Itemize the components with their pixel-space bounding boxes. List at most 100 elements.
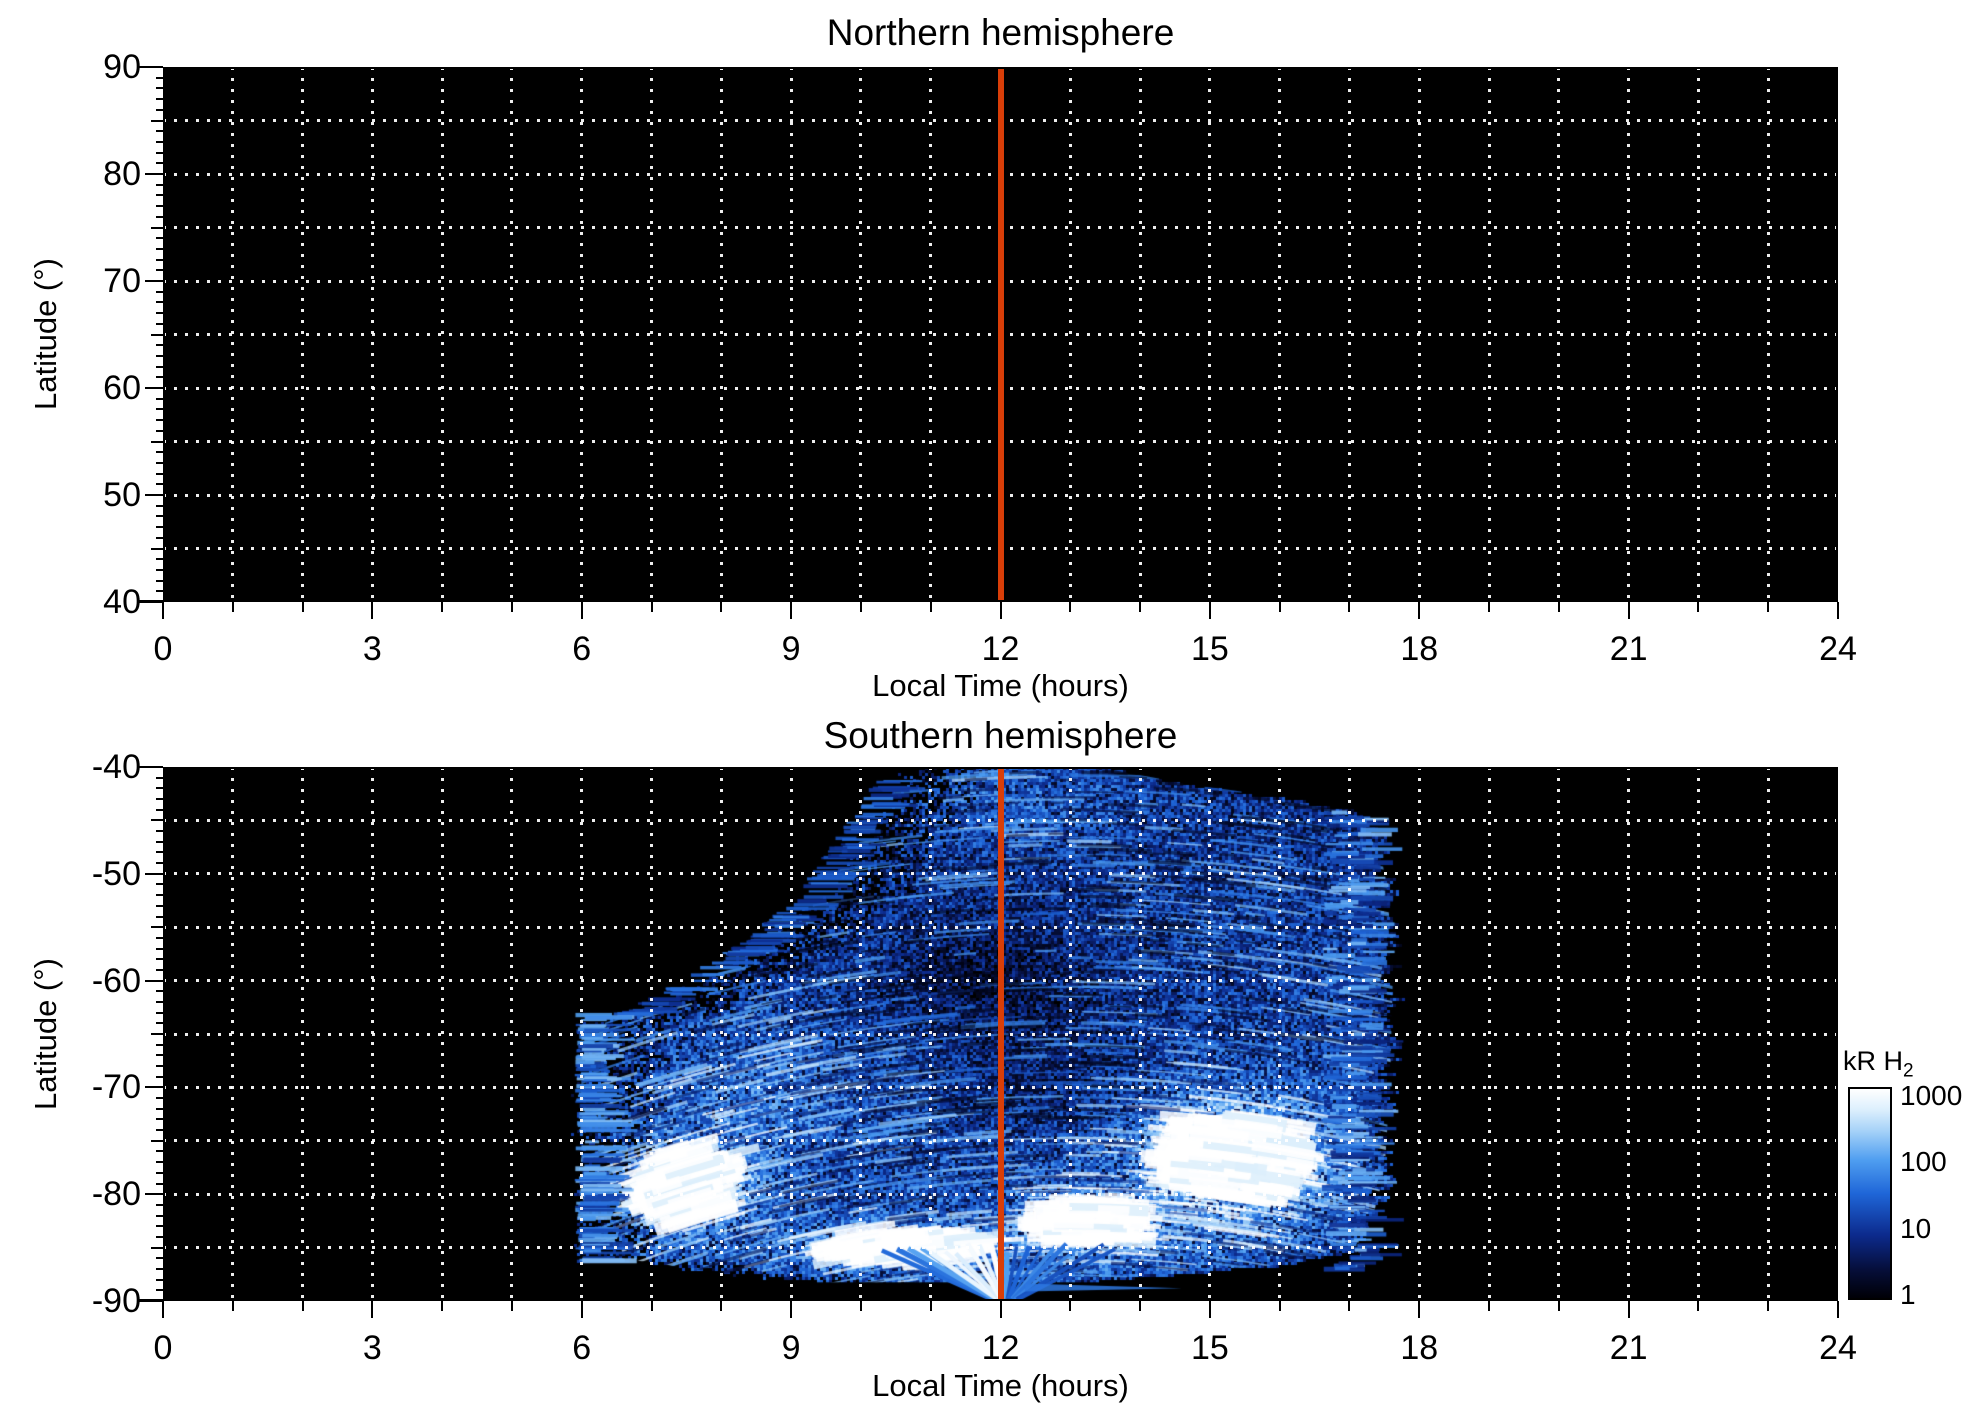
colorbar-tick-label: 1 [1900, 1279, 1916, 1310]
x-axis-tick [162, 1301, 164, 1318]
y-axis-tick [156, 990, 163, 993]
y-axis-tick [156, 408, 163, 411]
x-tick-label: 0 [153, 630, 173, 668]
x-axis-tick [999, 1301, 1002, 1318]
y-axis-tick [139, 1300, 163, 1302]
x-tick-label: 12 [981, 630, 1020, 668]
x-axis-tick [859, 602, 862, 612]
y-axis-tick [156, 258, 163, 261]
y-axis-tick [156, 344, 163, 347]
y-axis-tick [156, 1161, 163, 1164]
north-title: Northern hemisphere [826, 12, 1175, 53]
y-axis-tick [151, 333, 163, 336]
y-tick-label: 50 [103, 476, 141, 514]
y-axis-tick [156, 798, 163, 801]
x-axis-tick [162, 602, 164, 619]
y-tick-label: -70 [91, 1068, 141, 1107]
x-axis-tick [1557, 602, 1560, 612]
y-axis-tick [156, 194, 163, 197]
y-axis-tick [139, 766, 163, 768]
south-plot-area [163, 767, 1838, 1301]
x-axis-tick [1697, 1301, 1700, 1311]
x-tick-label: 6 [572, 630, 592, 668]
y-axis-tick [156, 883, 163, 886]
x-axis-tick [1767, 1301, 1770, 1311]
y-axis-tick [145, 173, 163, 175]
x-axis-tick [1627, 602, 1630, 619]
x-axis-tick [1278, 602, 1281, 612]
y-axis-tick [156, 1182, 163, 1185]
x-tick-label: 3 [362, 630, 382, 668]
y-axis-tick [156, 536, 163, 539]
y-axis-tick [156, 808, 163, 811]
y-tick-label: -50 [91, 854, 141, 893]
x-tick-label: 21 [1609, 630, 1648, 668]
x-axis-tick [1139, 602, 1142, 612]
colorbar-title-text: kR H [1843, 1046, 1903, 1076]
y-axis-tick [156, 151, 163, 154]
x-axis-tick [441, 1301, 444, 1311]
x-tick-label: 24 [1819, 1329, 1857, 1367]
y-axis-tick [145, 280, 163, 282]
y-axis-tick [151, 1033, 163, 1035]
y-axis-tick [156, 301, 163, 304]
y-axis-tick [151, 1139, 163, 1142]
x-axis-tick [720, 1301, 723, 1311]
y-axis-tick [156, 1267, 163, 1270]
x-axis-tick [929, 1301, 932, 1311]
y-axis-tick [156, 98, 163, 101]
y-axis-tick [156, 397, 163, 400]
x-tick-label: 15 [1190, 1329, 1229, 1367]
y-axis-tick [156, 590, 163, 593]
y-axis-tick [156, 1257, 163, 1260]
y-axis-tick [156, 461, 163, 464]
y-axis-tick [151, 119, 163, 122]
y-axis-tick [156, 1235, 163, 1238]
y-axis-tick [156, 1022, 163, 1025]
x-axis-tick [1348, 602, 1351, 612]
colorbar-tick-label: 10 [1900, 1212, 1932, 1244]
y-tick-label: 40 [103, 583, 141, 621]
y-axis-tick [139, 66, 163, 68]
x-axis-tick [1767, 602, 1770, 612]
y-axis-tick [151, 1246, 163, 1249]
x-axis-tick [650, 1301, 653, 1311]
noon-marker-line [997, 67, 1004, 602]
x-axis-tick [1208, 1301, 1211, 1318]
x-axis-tick [1627, 1301, 1630, 1318]
north-x-axis-label: Local Time (hours) [872, 668, 1129, 703]
x-axis-tick [231, 602, 234, 612]
x-tick-label: 18 [1400, 1329, 1439, 1367]
y-axis-tick [156, 322, 163, 325]
y-axis-tick [156, 183, 163, 186]
y-axis-tick [156, 894, 163, 897]
x-axis-tick [371, 602, 374, 619]
y-axis-tick [156, 1118, 163, 1121]
y-axis-tick [156, 1075, 163, 1078]
x-tick-label: 15 [1190, 630, 1229, 668]
y-axis-tick [156, 958, 163, 961]
colorbar [1848, 1087, 1892, 1300]
y-axis-tick [156, 76, 163, 79]
x-axis-tick [929, 602, 932, 612]
y-axis-tick [151, 547, 163, 550]
x-axis-tick [301, 1301, 304, 1311]
x-axis-tick [510, 1301, 513, 1311]
colorbar-title: kR H2 [1843, 1046, 1914, 1086]
y-axis-tick [156, 776, 163, 779]
y-axis-tick [156, 162, 163, 165]
y-axis-tick [156, 205, 163, 208]
y-tick-label: -60 [91, 961, 141, 1000]
y-axis-tick [156, 1171, 163, 1174]
x-tick-label: 12 [981, 1329, 1020, 1367]
y-axis-tick [156, 1054, 163, 1057]
x-axis-tick [720, 602, 723, 612]
y-axis-tick [156, 1065, 163, 1068]
y-axis-tick [145, 387, 163, 389]
x-axis-tick [650, 602, 653, 612]
x-tick-label: 9 [781, 630, 801, 668]
y-axis-tick [156, 429, 163, 432]
y-axis-tick [156, 936, 163, 939]
y-axis-tick [156, 851, 163, 854]
x-axis-tick [1348, 1301, 1351, 1311]
